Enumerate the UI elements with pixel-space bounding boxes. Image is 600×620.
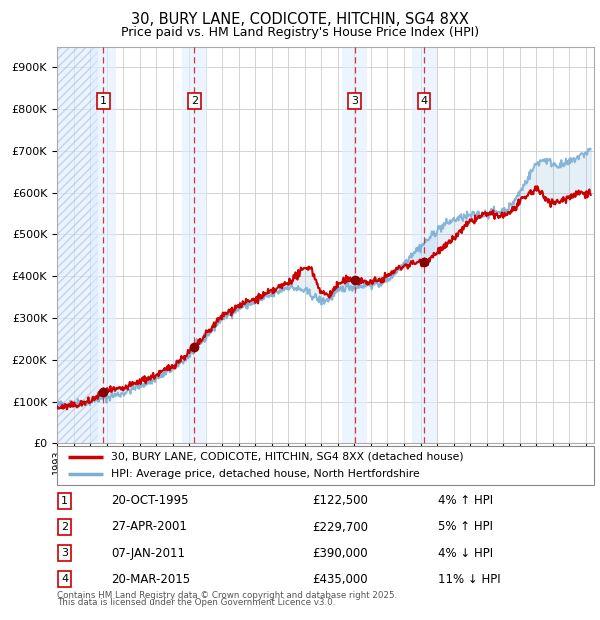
Text: 3: 3 xyxy=(351,96,358,106)
Text: 3: 3 xyxy=(61,548,68,558)
Text: 2: 2 xyxy=(191,96,198,106)
Text: £122,500: £122,500 xyxy=(312,495,368,507)
Text: 4: 4 xyxy=(421,96,428,106)
Text: 5% ↑ HPI: 5% ↑ HPI xyxy=(438,521,493,533)
Bar xyxy=(57,46,98,443)
Bar xyxy=(182,46,207,443)
Text: £390,000: £390,000 xyxy=(312,547,368,559)
Text: £435,000: £435,000 xyxy=(312,573,368,585)
Bar xyxy=(412,46,437,443)
Text: 20-OCT-1995: 20-OCT-1995 xyxy=(111,495,188,507)
Text: 11% ↓ HPI: 11% ↓ HPI xyxy=(438,573,500,585)
Bar xyxy=(91,46,116,443)
Text: 27-APR-2001: 27-APR-2001 xyxy=(111,521,187,533)
Text: 2: 2 xyxy=(61,522,68,532)
Text: Contains HM Land Registry data © Crown copyright and database right 2025.: Contains HM Land Registry data © Crown c… xyxy=(57,591,397,600)
Text: This data is licensed under the Open Government Licence v3.0.: This data is licensed under the Open Gov… xyxy=(57,598,335,607)
Text: 30, BURY LANE, CODICOTE, HITCHIN, SG4 8XX: 30, BURY LANE, CODICOTE, HITCHIN, SG4 8X… xyxy=(131,12,469,27)
Text: 1: 1 xyxy=(61,496,68,506)
Text: HPI: Average price, detached house, North Hertfordshire: HPI: Average price, detached house, Nort… xyxy=(111,469,419,479)
Text: 4: 4 xyxy=(61,574,68,584)
Text: 4% ↓ HPI: 4% ↓ HPI xyxy=(438,547,493,559)
Text: 07-JAN-2011: 07-JAN-2011 xyxy=(111,547,185,559)
Bar xyxy=(343,46,367,443)
Text: 1: 1 xyxy=(100,96,107,106)
Text: 4% ↑ HPI: 4% ↑ HPI xyxy=(438,495,493,507)
Text: 30, BURY LANE, CODICOTE, HITCHIN, SG4 8XX (detached house): 30, BURY LANE, CODICOTE, HITCHIN, SG4 8X… xyxy=(111,452,463,462)
Text: £229,700: £229,700 xyxy=(312,521,368,533)
Text: 20-MAR-2015: 20-MAR-2015 xyxy=(111,573,190,585)
Text: Price paid vs. HM Land Registry's House Price Index (HPI): Price paid vs. HM Land Registry's House … xyxy=(121,26,479,38)
